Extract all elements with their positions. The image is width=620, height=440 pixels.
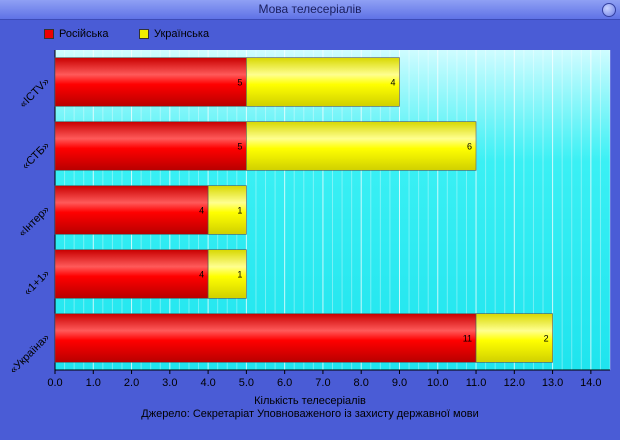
- bar-ukrainian: [246, 57, 400, 107]
- category-label: «ICTV»: [17, 76, 52, 111]
- x-tick-label: 0.0: [47, 377, 62, 389]
- x-tick-label: 11.0: [466, 377, 487, 389]
- x-tick-label: 9.0: [392, 377, 407, 389]
- bar-value-label: 2: [544, 334, 549, 344]
- chart-footer: Кількість телесеріалів Джерело: Секретар…: [0, 395, 620, 421]
- category-label: «Інтер»: [16, 204, 52, 240]
- x-tick-label: 1.0: [86, 377, 101, 389]
- source-note: Джерело: Секретаріат Уповноваженого із з…: [141, 408, 479, 420]
- legend-item-ukrainian: Українська: [139, 28, 209, 40]
- bar-ukrainian: [475, 313, 553, 363]
- x-tick-label: 14.0: [580, 377, 601, 389]
- bar-value-label: 5: [237, 78, 242, 88]
- x-tick-label: 6.0: [277, 377, 292, 389]
- bar-ukrainian: [207, 249, 247, 299]
- bar-russian: [54, 313, 477, 363]
- bar-ukrainian: [207, 185, 247, 235]
- x-tick-label: 7.0: [315, 377, 330, 389]
- legend-swatch-ukrainian: [139, 29, 149, 39]
- bar-value-label: 1: [237, 206, 242, 216]
- chart-title: Мова телесеріалів: [258, 2, 362, 16]
- title-bar: Мова телесеріалів: [0, 0, 620, 20]
- bar-value-label: 4: [390, 78, 395, 88]
- legend-label-russian: Російська: [59, 28, 109, 40]
- x-tick-label: 10.0: [427, 377, 448, 389]
- x-tick-label: 8.0: [354, 377, 369, 389]
- legend-item-russian: Російська: [44, 28, 108, 40]
- x-tick-label: 3.0: [162, 377, 177, 389]
- legend-swatch-russian: [44, 29, 54, 39]
- window-button-icon[interactable]: [602, 3, 616, 17]
- bar-value-label: 4: [199, 270, 204, 280]
- bar-russian: [54, 249, 209, 299]
- category-label: «1+1»: [22, 268, 52, 298]
- x-tick-label: 12.0: [504, 377, 525, 389]
- x-tick-label: 2.0: [124, 377, 139, 389]
- bar-russian: [54, 121, 247, 171]
- x-tick-label: 5.0: [239, 377, 254, 389]
- category-label: «Україна»: [8, 332, 53, 377]
- bar-russian: [54, 185, 209, 235]
- x-tick-label: 13.0: [542, 377, 563, 389]
- category-label: «СТБ»: [20, 140, 52, 172]
- legend-label-ukrainian: Українська: [154, 28, 210, 40]
- bar-russian: [54, 57, 247, 107]
- x-tick-label: 4.0: [200, 377, 215, 389]
- bar-value-label: 6: [467, 142, 472, 152]
- bar-value-label: 11: [463, 334, 472, 344]
- bar-value-label: 4: [199, 206, 204, 216]
- bar-ukrainian: [246, 121, 477, 171]
- bar-value-label: 1: [237, 270, 242, 280]
- bar-value-label: 5: [237, 142, 242, 152]
- x-axis-label: Кількість телесеріалів: [254, 395, 366, 407]
